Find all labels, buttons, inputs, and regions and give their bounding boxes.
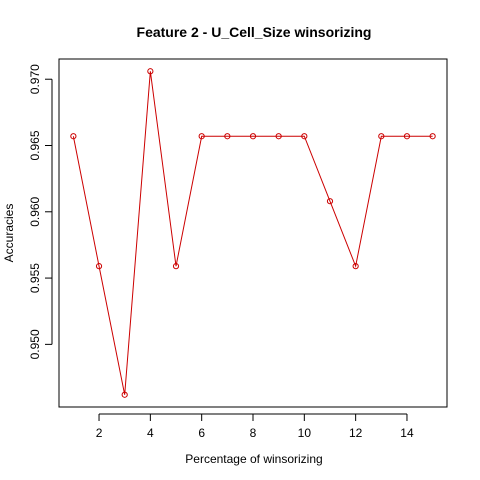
data-point — [172, 263, 180, 270]
x-tick-label: 8 — [250, 426, 257, 440]
data-point — [326, 198, 334, 205]
y-tick-label: 0.970 — [28, 64, 42, 94]
data-point — [95, 263, 103, 270]
x-tick-label: 6 — [198, 426, 205, 440]
x-axis-label: Percentage of winsorizing — [185, 452, 322, 466]
x-tick-label: 2 — [96, 426, 103, 440]
y-tick-label: 0.955 — [28, 263, 42, 293]
series-layer — [70, 68, 436, 398]
x-tick-label: 10 — [298, 426, 312, 440]
data-point — [352, 263, 359, 270]
y-axis: 0.950 0.955 0.960 0.965 0.970 — [28, 64, 53, 359]
y-tick-label: 0.960 — [28, 196, 42, 226]
data-point — [301, 133, 308, 140]
data-point — [378, 133, 385, 140]
x-tick-label: 12 — [349, 426, 363, 440]
data-point — [275, 133, 282, 140]
data-point — [403, 133, 411, 140]
data-point — [429, 133, 436, 140]
data-point — [249, 133, 257, 140]
x-axis: 2 4 6 8 10 12 14 — [96, 413, 414, 440]
data-point — [198, 133, 205, 140]
x-tick-label: 4 — [147, 426, 154, 440]
plot-frame — [58, 58, 448, 408]
series-line — [72, 71, 433, 395]
x-tick-label: 14 — [400, 426, 414, 440]
y-axis-label: Accuracies — [2, 204, 16, 263]
data-point — [121, 391, 128, 398]
chart-title: Feature 2 - U_Cell_Size winsorizing — [137, 24, 372, 40]
y-tick-label: 0.950 — [28, 329, 42, 359]
data-point — [224, 133, 231, 140]
data-point — [70, 133, 77, 140]
data-point — [147, 68, 154, 75]
y-tick-label: 0.965 — [28, 130, 42, 160]
